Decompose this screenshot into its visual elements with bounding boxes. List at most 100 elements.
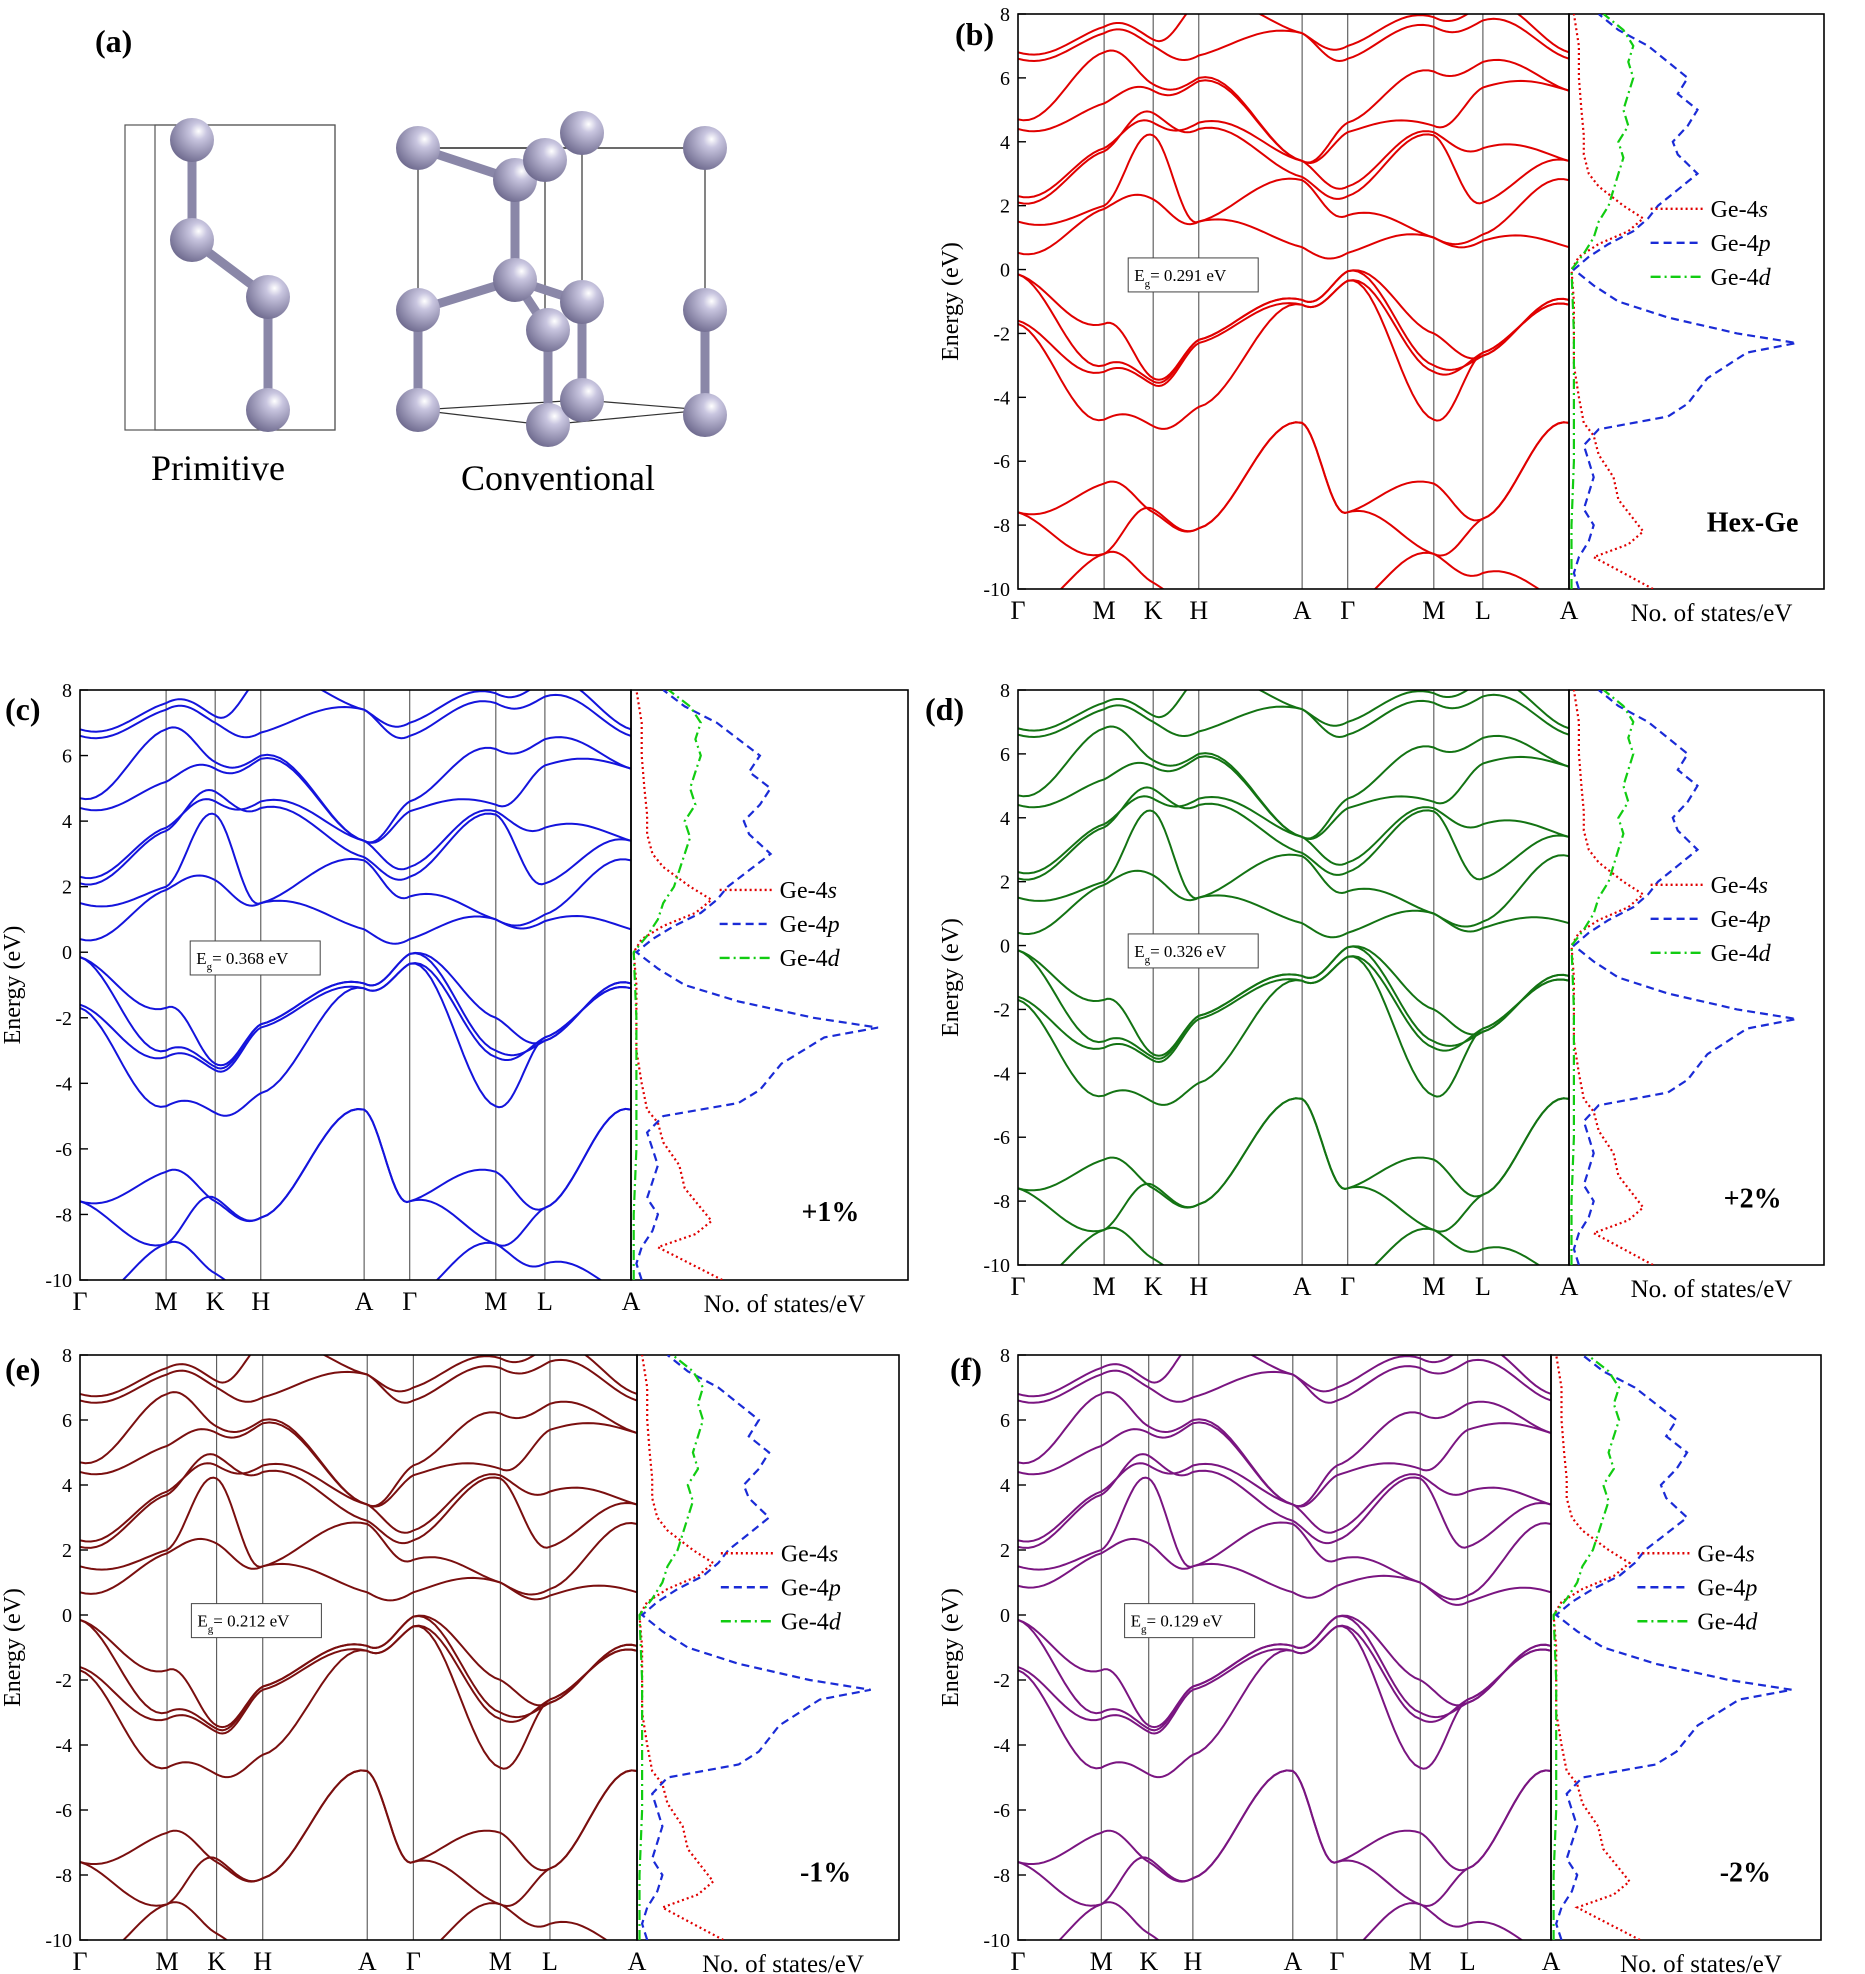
dos-series-ge-4d xyxy=(1570,14,1635,589)
kpoint-label: L xyxy=(542,1947,558,1974)
kpoint-label: Γ xyxy=(1340,1272,1355,1301)
band-gap-label: Eg= 0.326 eV xyxy=(1134,942,1227,966)
y-tick-label: 8 xyxy=(62,1345,72,1367)
y-tick-label: 0 xyxy=(62,1605,72,1627)
y-tick-label: 2 xyxy=(1000,1540,1010,1562)
strain-label: -1% xyxy=(800,1858,851,1889)
band-lines xyxy=(1018,14,1569,589)
y-tick-label: 2 xyxy=(1000,872,1010,894)
legend-entry: Ge-4d xyxy=(1697,1609,1758,1635)
y-tick-label: -4 xyxy=(993,387,1010,409)
y-tick-label: -10 xyxy=(983,1930,1010,1952)
dos-series-ge-4d xyxy=(1552,1355,1621,1940)
y-tick-label: 4 xyxy=(1000,1475,1010,1497)
kpoint-label: M xyxy=(489,1947,512,1974)
atom xyxy=(683,393,727,437)
dos-series-ge-4p xyxy=(1554,1355,1793,1940)
kpoint-label: A xyxy=(1542,1947,1561,1974)
atom xyxy=(493,258,537,302)
atom xyxy=(396,126,440,170)
dos-frame xyxy=(1550,1354,1822,1941)
dos-curves xyxy=(1570,14,1797,589)
atom xyxy=(246,388,290,432)
dos-series-ge-4d xyxy=(638,1355,705,1940)
dos-curves xyxy=(632,690,879,1280)
legend: Ge-4s Ge-4p Ge-4d xyxy=(1650,197,1772,291)
band-line xyxy=(1018,1614,1551,1729)
band-gap-label: Eg= 0.368 eV xyxy=(196,949,289,973)
legend-entry: Ge-4s xyxy=(780,878,837,904)
y-tick-label: -4 xyxy=(55,1735,72,1757)
kpoint-label: A xyxy=(622,1287,641,1316)
band-line xyxy=(1018,421,1569,533)
y-tick-label: -8 xyxy=(993,515,1010,537)
y-tick-label: 2 xyxy=(62,877,72,899)
band-gap-box xyxy=(1124,1603,1256,1639)
panel-label: (d) xyxy=(925,691,964,727)
y-tick-label: -2 xyxy=(993,999,1010,1021)
band-gap-label: Eg= 0.212 eV xyxy=(197,1612,290,1636)
y-tick-label: -2 xyxy=(55,1670,72,1692)
y-tick-label: 0 xyxy=(62,942,72,964)
y-axis-label: Energy (eV) xyxy=(938,242,964,361)
strain-label: -2% xyxy=(1720,1858,1771,1889)
dos-series-ge-4d xyxy=(1570,690,1635,1265)
kpoint-label: H xyxy=(251,1287,270,1316)
dos-axis-label: No. of states/eV xyxy=(1631,600,1793,627)
dos-frame xyxy=(636,1354,900,1941)
y-tick-label: 4 xyxy=(62,811,72,833)
dos-axis-label: No. of states/eV xyxy=(704,1291,866,1318)
atom xyxy=(523,138,567,182)
band-line xyxy=(1018,49,1569,164)
kpoint-label: M xyxy=(1090,1947,1113,1974)
atom xyxy=(683,288,727,332)
kpoint-label: L xyxy=(1475,596,1491,625)
y-axis-label: Energy (eV) xyxy=(0,926,26,1045)
dos-curves xyxy=(638,1355,871,1940)
kpoint-label: M xyxy=(1093,596,1116,625)
dos-series-ge-4s xyxy=(1570,14,1654,589)
atom xyxy=(560,378,604,422)
primitive-atoms xyxy=(170,118,290,432)
y-tick-label: -8 xyxy=(55,1865,72,1887)
kpoint-label: M xyxy=(484,1287,507,1316)
band-line xyxy=(80,1476,637,1596)
band-line xyxy=(80,1614,637,1729)
y-axis-label: Energy (eV) xyxy=(0,1588,26,1707)
legend-entry: Ge-4s xyxy=(781,1541,838,1567)
dos-axis-label: No. of states/eV xyxy=(1631,1276,1793,1303)
band-lines xyxy=(1018,690,1569,1265)
band-line xyxy=(1059,1226,1541,1265)
atom xyxy=(560,111,604,155)
atom xyxy=(526,308,570,352)
band-line xyxy=(1018,193,1569,260)
kpoint-label: A xyxy=(1293,596,1312,625)
kpoint-label: H xyxy=(1184,1947,1203,1974)
y-tick-label: 2 xyxy=(1000,196,1010,218)
kpoint-label: K xyxy=(1144,596,1163,625)
band-line xyxy=(80,1769,637,1883)
band-gap-label: Eg= 0.129 eV xyxy=(1131,1612,1224,1636)
atom xyxy=(170,218,214,262)
band-line xyxy=(80,1537,637,1602)
legend-entry: Ge-4s xyxy=(1711,197,1768,223)
kpoint-label: K xyxy=(206,1287,225,1316)
y-tick-label: -10 xyxy=(983,1255,1010,1277)
legend-entry: Ge-4s xyxy=(1711,873,1768,899)
band-line xyxy=(80,1107,631,1223)
kpoint-label: H xyxy=(253,1947,272,1974)
band-line xyxy=(1018,809,1569,928)
kpoint-label: H xyxy=(1189,1272,1208,1301)
band-line xyxy=(121,1240,603,1280)
band-line xyxy=(80,874,631,945)
kpoint-label: K xyxy=(207,1947,226,1974)
kpoint-label: M xyxy=(155,1287,178,1316)
kpoint-label: Γ xyxy=(72,1287,87,1316)
kpoint-label: Γ xyxy=(1010,1272,1025,1301)
atom xyxy=(246,275,290,319)
y-tick-label: 2 xyxy=(62,1540,72,1562)
legend-entry: Ge-4d xyxy=(781,1609,842,1635)
kpoint-label: A xyxy=(1283,1947,1302,1974)
